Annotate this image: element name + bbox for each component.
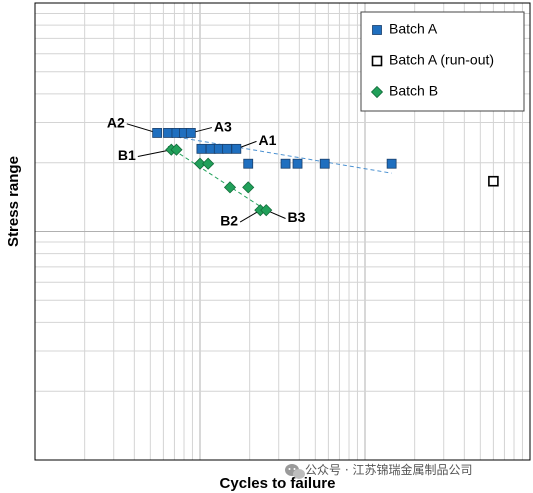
data-point-batch-b: [260, 204, 273, 217]
data-point-batch-a: [213, 143, 224, 154]
data-point-batch-b: [170, 143, 183, 156]
legend-marker: [372, 25, 382, 35]
data-point-batch-a: [319, 158, 330, 169]
trendline: [163, 134, 392, 174]
data-point-batch-a: [185, 128, 196, 138]
legend: Batch A Batch A (run-out) Batch B: [360, 11, 525, 112]
annotation-label: A1: [258, 132, 276, 148]
annotation-label: B3: [288, 209, 306, 225]
annotation-labels: A1 A2 A3 B1 B2 B3: [107, 115, 306, 229]
data-point-batch-a: [280, 158, 291, 169]
data-point-batch-a: [231, 143, 242, 154]
trendline: [167, 145, 269, 213]
data-point-batch-a: [386, 158, 397, 169]
data-point-batch-a: [205, 143, 216, 154]
data-point-batch-a: [292, 158, 303, 169]
data-point-batch-a: [222, 143, 233, 154]
watermark: 公众号 · 江苏锦瑞金属制品公司: [285, 462, 472, 479]
data-point-batch-a: [152, 128, 163, 138]
legend-label: Batch A (run-out): [389, 52, 494, 68]
legend-box: [360, 11, 525, 112]
annotation-label: B2: [220, 213, 238, 229]
annotation-leader: [126, 123, 158, 134]
data-point-batch-a: [196, 143, 207, 154]
data-markers: [152, 128, 499, 217]
legend-marker: [371, 55, 383, 67]
grid-lines: [34, 3, 530, 461]
data-point-batch-a: [243, 158, 254, 169]
legend-label: Batch B: [389, 83, 438, 99]
legend-marker: [370, 85, 384, 99]
x-axis-label: Cycles to failure: [220, 475, 336, 492]
data-point-batch-a: [163, 128, 173, 138]
data-point-batch-b: [193, 157, 207, 170]
data-point-batch-b: [223, 181, 237, 194]
data-point-batch-a-run-out: [488, 175, 499, 187]
plot-frame: [34, 2, 531, 461]
wechat-icon: [285, 464, 305, 479]
annotation-leader: [137, 149, 172, 157]
legend-label: Batch A: [389, 21, 438, 37]
annotation-label: B1: [118, 147, 136, 163]
data-point-batch-b: [242, 181, 255, 194]
annotation-label: A3: [214, 118, 232, 134]
trendlines: [163, 134, 392, 213]
watermark-text: 公众号 · 江苏锦瑞金属制品公司: [305, 462, 472, 477]
y-axis-label: Stress range: [5, 156, 22, 247]
data-point-batch-b: [202, 157, 215, 170]
annotation-label: A2: [107, 115, 125, 131]
